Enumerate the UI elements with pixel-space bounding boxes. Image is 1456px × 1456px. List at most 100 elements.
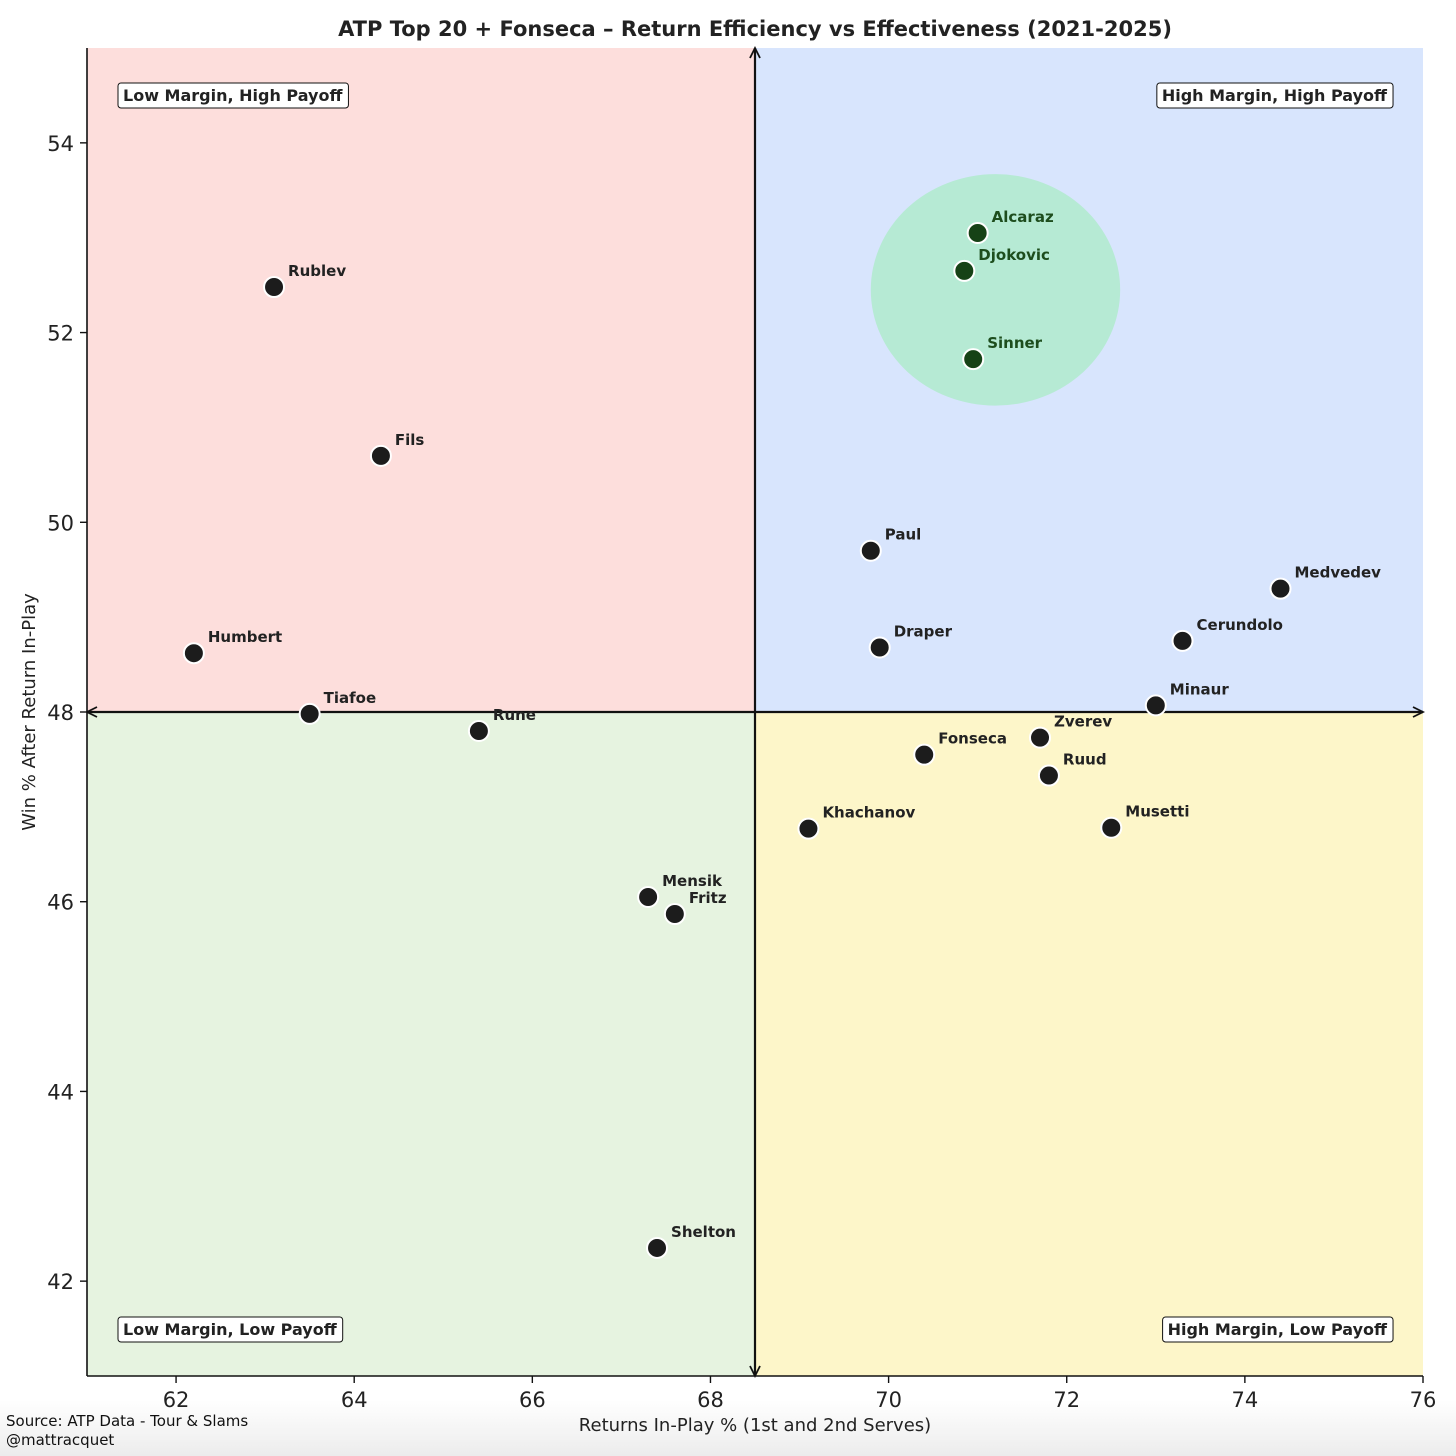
highlight-group: [870, 174, 1121, 406]
quadrant-label-bottom-right-text: High Margin, Low Payoff: [1168, 1320, 1388, 1339]
y-tick-label: 44: [47, 1080, 74, 1104]
point-marker: [663, 903, 686, 926]
quadrant-label-bottom-right-box: [1162, 1316, 1394, 1343]
point-label: Paul: [885, 526, 922, 544]
point-label: Fils: [395, 431, 425, 449]
point-fils: Fils: [369, 431, 425, 467]
point-rublev: Rublev: [263, 262, 346, 299]
footer: Source: ATP Data - Tour & Slams @mattrac…: [6, 1412, 248, 1450]
point-djokovic: Djokovic: [953, 246, 1050, 282]
point-marker: [646, 1236, 669, 1259]
point-rune: Rune: [467, 706, 536, 742]
data-points: Alcaraz Djokovic Sinner Rublev Fils Humbert Ti…: [182, 208, 1381, 1259]
point-marker: [1100, 816, 1123, 839]
point-label: Minaur: [1170, 680, 1230, 698]
point-label: Alcaraz: [992, 208, 1054, 226]
point-marker: [467, 719, 490, 742]
point-ruud: Ruud: [1037, 751, 1107, 787]
y-tick-label: 54: [47, 132, 74, 156]
y-axis-label: Win % After Return In-Play: [19, 593, 40, 831]
point-marker: [868, 636, 891, 659]
point-marker: [1171, 629, 1194, 652]
point-label: Draper: [894, 622, 953, 640]
point-paul: Paul: [859, 526, 922, 562]
x-tick-label: 68: [697, 1388, 724, 1412]
point-alcaraz: Alcaraz: [966, 208, 1054, 244]
point-marker: [1037, 764, 1060, 787]
highlight-ellipse: [870, 174, 1121, 406]
point-marker: [637, 885, 660, 908]
point-label: Khachanov: [822, 804, 915, 822]
quadrant-label-bottom-left: Low Margin, Low Payoff: [117, 1316, 344, 1343]
quadrant-bottom-right: [755, 712, 1423, 1376]
quadrant-bottom-left: [87, 712, 755, 1376]
point-cerundolo: Cerundolo: [1171, 616, 1283, 652]
quadrant-label-top-left: Low Margin, High Payoff: [117, 82, 349, 109]
point-marker: [1144, 694, 1167, 717]
x-tick-label: 66: [519, 1388, 546, 1412]
y-tick-label: 48: [47, 701, 74, 725]
quadrant-labels: Low Margin, High Payoff High Margin, High…: [117, 82, 1394, 1343]
arrow-right: [1412, 706, 1426, 718]
point-marker: [913, 743, 936, 766]
point-marker: [369, 444, 392, 467]
point-label: Fritz: [689, 889, 727, 907]
point-label: Medvedev: [1294, 564, 1381, 582]
quadrant-label-top-left-text: Low Margin, High Payoff: [123, 86, 343, 105]
point-label: Ruud: [1063, 751, 1107, 769]
quadrant-top-right: [755, 48, 1423, 712]
author-handle: @mattracquet: [6, 1431, 115, 1449]
point-label: Musetti: [1125, 803, 1189, 821]
point-marker: [962, 348, 985, 371]
quadrant-label-bottom-left-text: Low Margin, Low Payoff: [123, 1320, 338, 1339]
point-sinner: Sinner: [962, 334, 1043, 371]
quadrant-backgrounds: [87, 48, 1423, 1376]
y-tick-label: 42: [47, 1270, 74, 1294]
x-tick-label: 62: [163, 1388, 190, 1412]
arrow-up: [749, 45, 761, 59]
footer-band: [0, 1400, 1456, 1456]
point-marker: [859, 539, 882, 562]
x-tick-label: 72: [1053, 1388, 1080, 1412]
point-label: Tiafoe: [324, 689, 377, 707]
point-draper: Draper: [868, 622, 953, 659]
point-humbert: Humbert: [182, 628, 282, 665]
point-musetti: Musetti: [1100, 803, 1189, 839]
quadrant-label-top-right-box: [1156, 82, 1394, 109]
point-tiafoe: Tiafoe: [298, 689, 377, 725]
x-axis-label: Returns In-Play % (1st and 2nd Serves): [579, 1415, 931, 1436]
point-fritz: Fritz: [663, 889, 727, 926]
x-tick-label: 64: [341, 1388, 368, 1412]
point-marker: [263, 276, 286, 299]
point-medvedev: Medvedev: [1269, 564, 1381, 600]
point-label: Mensik: [662, 872, 723, 890]
quadrant-top-left: [87, 48, 755, 712]
y-tick-label: 50: [47, 511, 74, 535]
point-mensik: Mensik: [637, 872, 723, 908]
x-tick-label: 76: [1410, 1388, 1437, 1412]
point-marker: [797, 817, 820, 840]
point-fonseca: Fonseca: [913, 730, 1007, 766]
point-label: Fonseca: [938, 730, 1007, 748]
point-label: Rune: [493, 706, 536, 724]
point-label: Humbert: [208, 628, 282, 646]
point-marker: [966, 221, 989, 244]
point-label: Cerundolo: [1197, 616, 1283, 634]
point-minaur: Minaur: [1144, 680, 1230, 717]
point-label: Shelton: [671, 1223, 736, 1241]
chart-title: ATP Top 20 + Fonseca – Return Efficiency…: [338, 17, 1172, 41]
point-khachanov: Khachanov: [797, 804, 916, 840]
point-marker: [182, 642, 205, 665]
point-label: Djokovic: [978, 246, 1050, 264]
quadrant-label-bottom-left-box: [117, 1316, 344, 1343]
point-marker: [953, 259, 976, 282]
x-tick-label: 74: [1231, 1388, 1258, 1412]
source-note: Source: ATP Data - Tour & Slams: [6, 1412, 249, 1430]
point-label: Zverev: [1054, 713, 1112, 731]
y-tick-label: 46: [47, 891, 74, 915]
point-label: Rublev: [288, 262, 346, 280]
point-zverev: Zverev: [1029, 713, 1112, 749]
x-tick-label: 70: [875, 1388, 902, 1412]
axis-ticks: 62 64 66 68 70 72 74 76 42 44 46 48 50 52 54: [47, 132, 1436, 1412]
